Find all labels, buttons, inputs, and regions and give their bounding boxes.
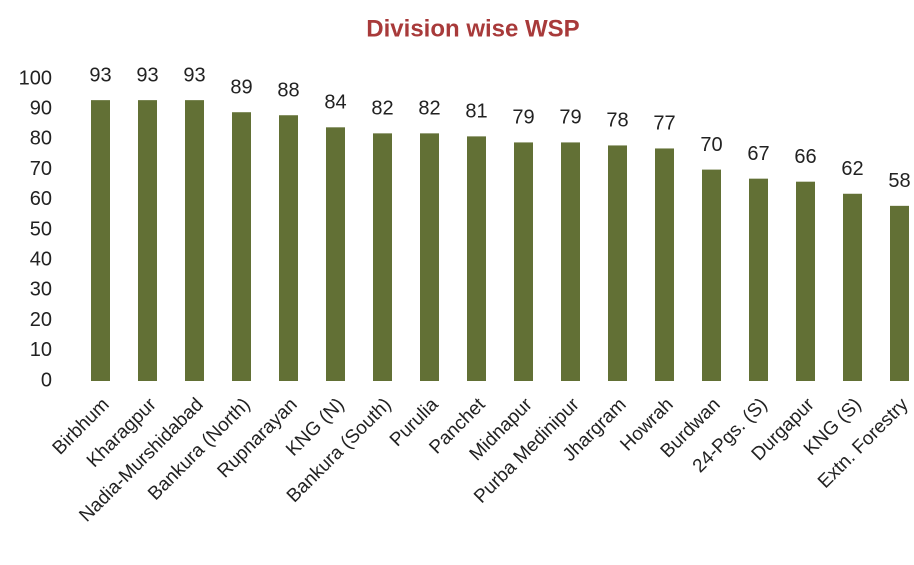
y-tick-label: 40 <box>30 248 52 270</box>
bar <box>91 100 110 381</box>
data-label: 78 <box>606 110 628 132</box>
bar <box>702 169 721 381</box>
bar <box>232 112 251 381</box>
bar <box>420 133 439 381</box>
data-label: 77 <box>653 113 675 135</box>
y-tick-label: 90 <box>30 97 52 119</box>
bar <box>890 205 909 381</box>
y-tick-label: 0 <box>41 369 52 391</box>
bar <box>749 178 768 381</box>
data-label: 70 <box>700 134 722 156</box>
y-tick-label: 20 <box>30 309 52 331</box>
bar <box>326 127 345 381</box>
data-label: 93 <box>89 64 111 86</box>
data-label: 89 <box>230 77 252 99</box>
data-label: 82 <box>418 98 440 120</box>
y-tick-label: 60 <box>30 188 52 210</box>
data-label: 82 <box>371 98 393 120</box>
bar <box>796 181 815 381</box>
y-tick-label: 80 <box>30 128 52 150</box>
data-label: 66 <box>794 146 816 168</box>
bar <box>843 193 862 381</box>
y-tick-label: 10 <box>30 339 52 361</box>
data-label: 84 <box>324 92 346 114</box>
data-label: 79 <box>512 107 534 129</box>
bar <box>185 100 204 381</box>
data-label: 81 <box>465 101 487 123</box>
bar <box>655 148 674 381</box>
bar <box>373 133 392 381</box>
data-label: 93 <box>136 64 158 86</box>
data-label: 67 <box>747 143 769 165</box>
data-label: 93 <box>183 64 205 86</box>
y-tick-label: 50 <box>30 218 52 240</box>
bar <box>561 142 580 381</box>
data-label: 79 <box>559 107 581 129</box>
bar <box>138 100 157 381</box>
bar <box>467 136 486 381</box>
chart-title: Division wise WSP <box>366 15 579 42</box>
y-tick-label: 70 <box>30 158 52 180</box>
data-label: 62 <box>841 158 863 180</box>
data-label: 58 <box>888 170 910 192</box>
y-tick-label: 30 <box>30 279 52 301</box>
bar <box>608 145 627 381</box>
bar <box>279 115 298 382</box>
data-label: 88 <box>277 80 299 102</box>
bar <box>514 142 533 381</box>
y-tick-label: 100 <box>19 67 52 89</box>
